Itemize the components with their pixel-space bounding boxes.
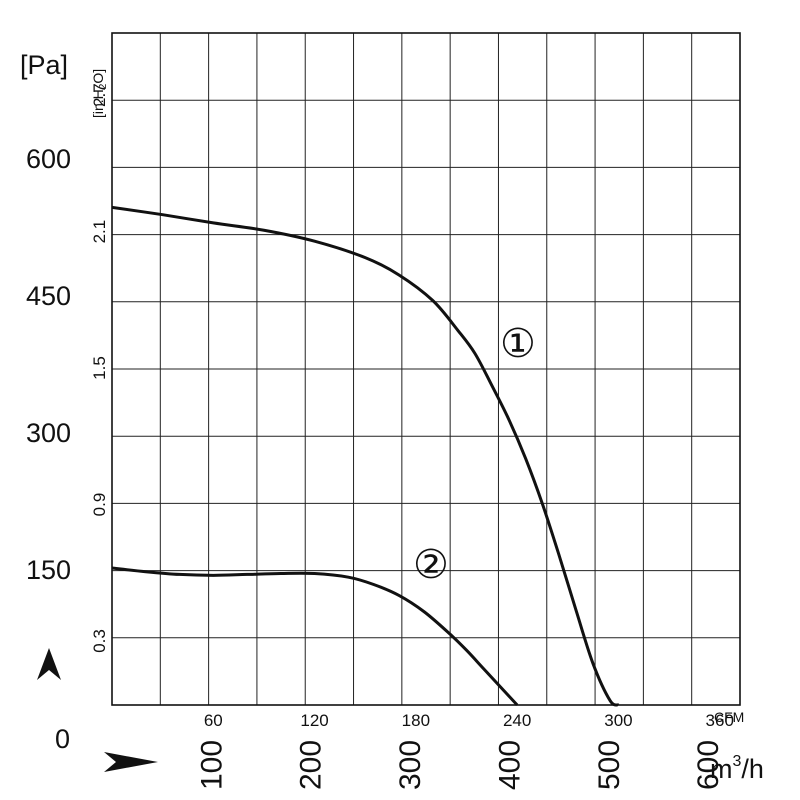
x-tick-m3h: 600 (692, 740, 725, 790)
svg-text:2.7: 2.7 (90, 83, 109, 107)
y-tick-pa: 150 (26, 555, 71, 585)
tick-labels: 0 150 300 450 600 0.3 0.9 1.5 2.1 2.7 60 120 180 240 3… (26, 83, 734, 790)
axis-frame (111, 32, 741, 706)
y-tick-pa: 300 (26, 418, 71, 448)
svg-text:300: 300 (394, 740, 427, 790)
x-unit-m3h-label: m3/h (710, 753, 764, 784)
x-tick-cfm: 60 (204, 711, 223, 730)
curve-2-label: ② (413, 542, 449, 588)
svg-text:200: 200 (295, 740, 328, 790)
curve-1-label: ① (500, 321, 536, 367)
svg-text:②: ② (413, 542, 449, 588)
svg-text:400: 400 (493, 740, 526, 790)
svg-text:0.3: 0.3 (90, 629, 109, 653)
x-tick-cfm: 180 (402, 711, 430, 730)
y-tick-inh2o: 0.3 (90, 629, 109, 653)
arrow-right-icon (104, 752, 158, 772)
svg-text:[in.H2O]: [in.H2O] (90, 69, 109, 118)
svg-text:CFM: CFM (714, 709, 744, 725)
svg-text:2.1: 2.1 (90, 220, 109, 244)
x-tick-m3h: 200 (295, 740, 328, 790)
svg-text:100: 100 (195, 740, 228, 790)
y-tick-inh2o: 2.7 (90, 83, 109, 107)
x-tick-cfm: 240 (503, 711, 531, 730)
x-tick-m3h: 500 (593, 740, 626, 790)
y-tick-pa: 450 (26, 281, 71, 311)
y-unit-inh2o-label: [in.H2O] (90, 69, 109, 118)
curve-1 (111, 205, 620, 707)
svg-text:1.5: 1.5 (90, 356, 109, 380)
chart-grid (112, 33, 740, 705)
y-unit-pa-label: [Pa] (20, 50, 68, 80)
arrow-up-icon (37, 648, 61, 680)
y-tick-pa: 0 (55, 724, 70, 754)
x-tick-m3h: 400 (493, 740, 526, 790)
svg-text:m3/h: m3/h (710, 753, 764, 784)
svg-text:0.9: 0.9 (90, 493, 109, 517)
y-tick-pa: 600 (26, 144, 71, 174)
y-tick-inh2o: 2.1 (90, 220, 109, 244)
y-tick-inh2o: 1.5 (90, 356, 109, 380)
svg-text:600: 600 (692, 740, 725, 790)
y-tick-inh2o: 0.9 (90, 493, 109, 517)
x-tick-cfm: 300 (604, 711, 632, 730)
svg-text:500: 500 (593, 740, 626, 790)
x-tick-m3h: 300 (394, 740, 427, 790)
x-tick-cfm: 120 (300, 711, 328, 730)
svg-text:①: ① (500, 321, 536, 367)
plot-frame (111, 32, 741, 706)
curve-2 (111, 566, 519, 707)
x-unit-cfm-label: CFM (714, 709, 744, 725)
x-tick-m3h: 100 (195, 740, 228, 790)
curves (111, 205, 620, 707)
x-tick-cfm: 360 (706, 711, 734, 730)
